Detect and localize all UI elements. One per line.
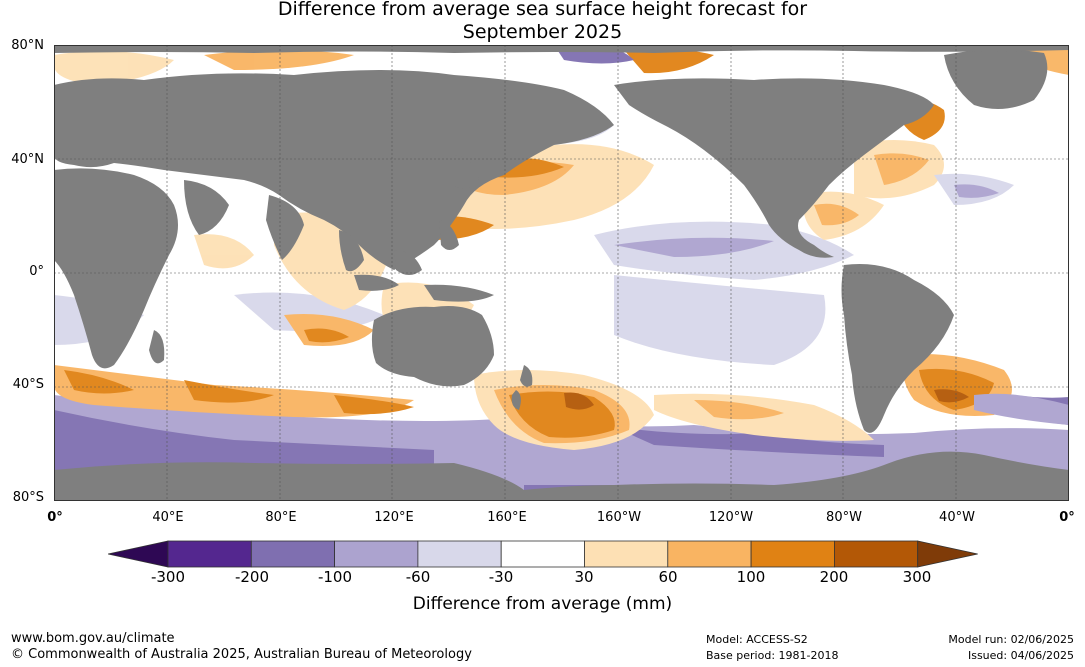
map-frame — [54, 45, 1069, 501]
footer-model-run: Model run: 02/06/2025 — [948, 633, 1074, 646]
colorbar-cell — [584, 540, 669, 568]
lon-label-40w: 40°W — [939, 510, 975, 525]
lat-label-80s: 80°S — [12, 490, 44, 505]
colorbar-tick: 200 — [819, 568, 849, 586]
colorbar-tick: 300 — [902, 568, 932, 586]
title-line-1: Difference from average sea surface heig… — [277, 0, 808, 20]
colorbar-tick: 30 — [574, 568, 594, 586]
lon-label-120w: 120°W — [708, 510, 754, 525]
colorbar-cell — [500, 540, 585, 568]
lat-label-40s: 40°S — [12, 377, 44, 392]
colorbar-tick: 100 — [736, 568, 766, 586]
lon-label-160e: 160°E — [487, 510, 527, 525]
footer-model: Model: ACCESS-S2 — [706, 633, 808, 646]
colorbar-cell — [834, 540, 919, 568]
lon-label-160w: 160°W — [596, 510, 642, 525]
lon-label-0-left: 0° — [47, 510, 63, 525]
colorbar-cell — [250, 540, 336, 568]
graticule — [54, 45, 1069, 501]
footer-base-period: Base period: 1981-2018 — [706, 649, 839, 662]
colorbar-tick: -300 — [150, 568, 186, 586]
title-line-2: September 2025 — [462, 21, 623, 43]
colorbar-tick: -60 — [405, 568, 431, 586]
lon-label-0-right: 0° — [1059, 510, 1075, 525]
colorbar — [108, 540, 978, 568]
colorbar-arrow-low — [108, 540, 169, 568]
colorbar-title: Difference from average (mm) — [412, 594, 673, 614]
footer-url[interactable]: www.bom.gov.au/climate — [11, 631, 175, 646]
colorbar-tick: 60 — [658, 568, 678, 586]
colorbar-tick: -30 — [488, 568, 514, 586]
colorbar-tick: -100 — [317, 568, 353, 586]
colorbar-tick: -200 — [234, 568, 270, 586]
map-svg — [54, 45, 1069, 501]
colorbar-cell — [667, 540, 752, 568]
land-masses — [54, 45, 1069, 501]
footer-issued: Issued: 04/06/2025 — [967, 649, 1074, 662]
footer-copyright: © Commonwealth of Australia 2025, Austra… — [11, 647, 472, 662]
lon-label-120e: 120°E — [374, 510, 414, 525]
lon-label-80e: 80°E — [265, 510, 297, 525]
colorbar-cell — [750, 540, 835, 568]
lat-label-40n: 40°N — [11, 152, 44, 167]
lat-label-80n: 80°N — [11, 38, 44, 53]
colorbar-arrow-high — [917, 540, 978, 568]
lon-label-80w: 80°W — [826, 510, 862, 525]
map-title: Difference from average sea surface heig… — [0, 0, 1085, 44]
lon-label-40e: 40°E — [152, 510, 184, 525]
colorbar-cell — [417, 540, 502, 568]
lat-label-0: 0° — [29, 264, 44, 279]
colorbar-cell — [334, 540, 419, 568]
sea-height-map — [54, 45, 1069, 501]
colorbar-cell — [167, 540, 252, 568]
